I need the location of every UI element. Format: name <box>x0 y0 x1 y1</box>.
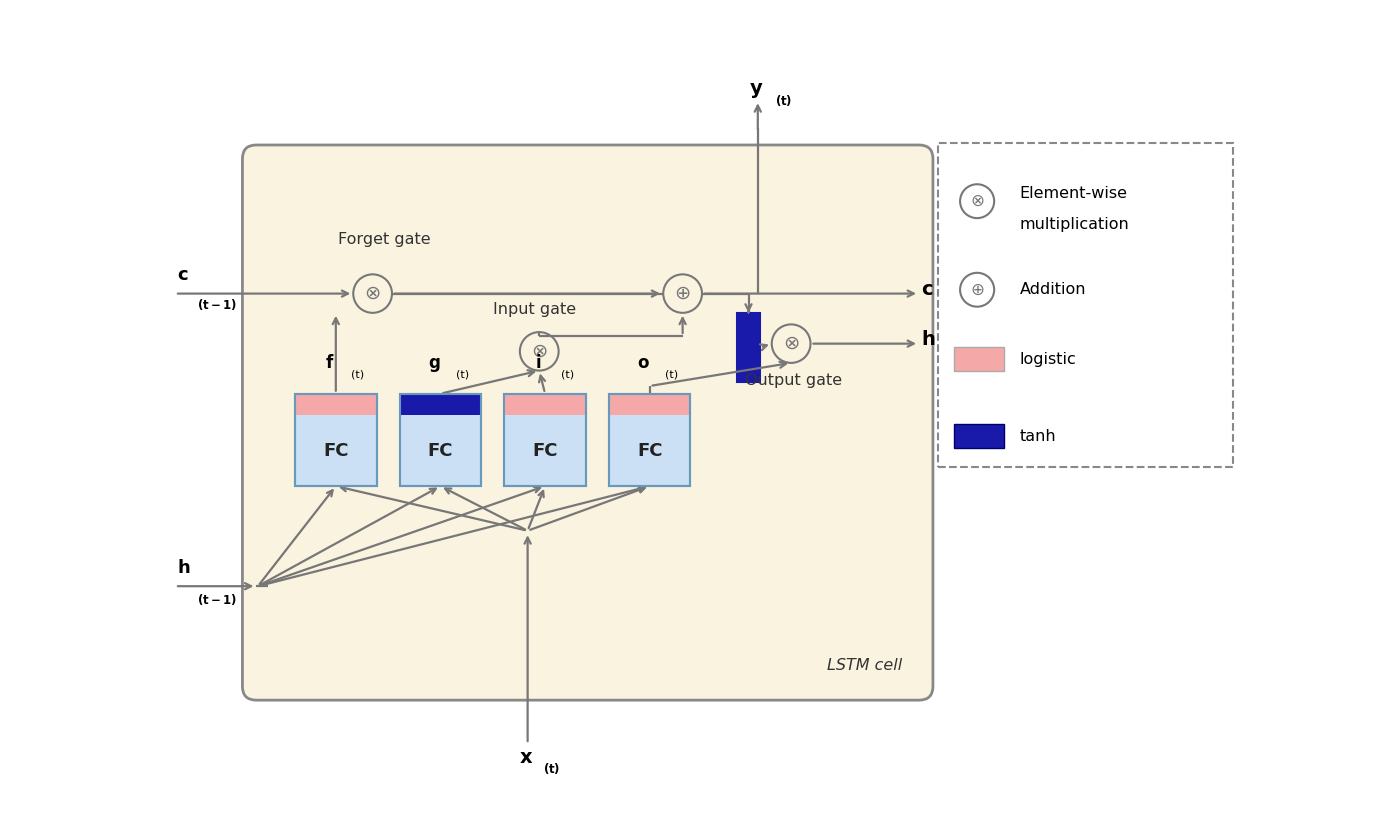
FancyBboxPatch shape <box>736 313 760 382</box>
Text: $\mathbf{(t-1)}$: $\mathbf{(t-1)}$ <box>196 592 237 607</box>
FancyArrowPatch shape <box>652 362 785 385</box>
FancyBboxPatch shape <box>504 394 585 415</box>
FancyBboxPatch shape <box>400 394 482 415</box>
Text: logistic: logistic <box>1019 352 1077 366</box>
FancyArrowPatch shape <box>444 370 535 393</box>
FancyBboxPatch shape <box>609 394 690 415</box>
Text: $\otimes$: $\otimes$ <box>970 192 984 210</box>
FancyArrowPatch shape <box>704 291 914 297</box>
Text: $\mathbf{h}$: $\mathbf{h}$ <box>176 559 190 577</box>
FancyArrowPatch shape <box>525 538 531 742</box>
Text: o: o <box>638 354 650 372</box>
FancyArrowPatch shape <box>539 375 545 391</box>
Text: FC: FC <box>532 441 557 460</box>
Text: $\mathbf{(t)}$: $\mathbf{(t)}$ <box>941 295 958 310</box>
Text: Addition: Addition <box>1019 283 1086 298</box>
Text: $\mathbf{y}$: $\mathbf{y}$ <box>749 81 763 100</box>
FancyArrowPatch shape <box>679 319 686 334</box>
FancyBboxPatch shape <box>609 394 690 486</box>
Text: $\mathbf{c}$: $\mathbf{c}$ <box>921 280 932 299</box>
Text: $\otimes$: $\otimes$ <box>783 334 799 353</box>
Text: Output gate: Output gate <box>745 374 841 388</box>
Text: $\oplus$: $\oplus$ <box>970 281 984 298</box>
FancyArrowPatch shape <box>260 488 435 585</box>
Text: $\oplus$: $\oplus$ <box>675 284 690 303</box>
FancyArrowPatch shape <box>445 488 525 529</box>
Text: $\mathbf{c}$: $\mathbf{c}$ <box>176 267 188 284</box>
FancyBboxPatch shape <box>295 394 377 486</box>
FancyArrowPatch shape <box>745 304 752 312</box>
FancyArrowPatch shape <box>813 340 914 347</box>
FancyBboxPatch shape <box>400 394 482 486</box>
Text: Input gate: Input gate <box>493 302 575 317</box>
Text: FC: FC <box>323 441 349 460</box>
FancyBboxPatch shape <box>504 394 585 486</box>
Text: tanh: tanh <box>1019 429 1057 444</box>
Text: FC: FC <box>637 441 662 460</box>
Text: Forget gate: Forget gate <box>337 232 430 247</box>
Text: $\mathbf{(t)}$: $\mathbf{(t)}$ <box>543 761 560 776</box>
Text: $\mathbf{(t)}$: $\mathbf{(t)}$ <box>774 93 792 108</box>
Text: f: f <box>326 354 333 372</box>
FancyArrowPatch shape <box>260 487 540 585</box>
FancyArrowPatch shape <box>342 486 525 530</box>
Text: (t): (t) <box>351 370 364 380</box>
Text: $\mathbf{x}$: $\mathbf{x}$ <box>519 748 533 767</box>
Text: i: i <box>536 354 542 372</box>
Text: $\mathbf{(t)}$: $\mathbf{(t)}$ <box>941 345 958 360</box>
FancyArrowPatch shape <box>755 105 760 129</box>
Text: g: g <box>428 354 440 372</box>
Text: multiplication: multiplication <box>1019 217 1130 232</box>
FancyArrowPatch shape <box>333 319 339 391</box>
FancyBboxPatch shape <box>938 144 1233 466</box>
Text: $\otimes$: $\otimes$ <box>531 342 547 361</box>
FancyBboxPatch shape <box>242 145 932 701</box>
FancyArrowPatch shape <box>395 291 658 297</box>
Text: $\otimes$: $\otimes$ <box>364 284 381 303</box>
Text: $\mathbf{h}$: $\mathbf{h}$ <box>921 330 935 349</box>
FancyArrowPatch shape <box>178 584 251 589</box>
FancyArrowPatch shape <box>760 344 767 350</box>
Text: FC: FC <box>427 441 454 460</box>
FancyArrowPatch shape <box>259 490 333 584</box>
Text: LSTM cell: LSTM cell <box>826 658 902 673</box>
Text: (t): (t) <box>456 370 469 380</box>
FancyArrowPatch shape <box>260 486 644 585</box>
Text: Element-wise: Element-wise <box>1019 186 1128 201</box>
FancyArrowPatch shape <box>529 491 543 528</box>
Text: (t): (t) <box>560 370 574 380</box>
Text: (t): (t) <box>665 370 679 380</box>
FancyBboxPatch shape <box>953 425 1004 447</box>
FancyArrowPatch shape <box>178 291 349 297</box>
FancyBboxPatch shape <box>953 348 1004 370</box>
FancyBboxPatch shape <box>295 394 377 415</box>
FancyArrowPatch shape <box>531 487 645 530</box>
Text: $\mathbf{(t-1)}$: $\mathbf{(t-1)}$ <box>196 298 237 313</box>
